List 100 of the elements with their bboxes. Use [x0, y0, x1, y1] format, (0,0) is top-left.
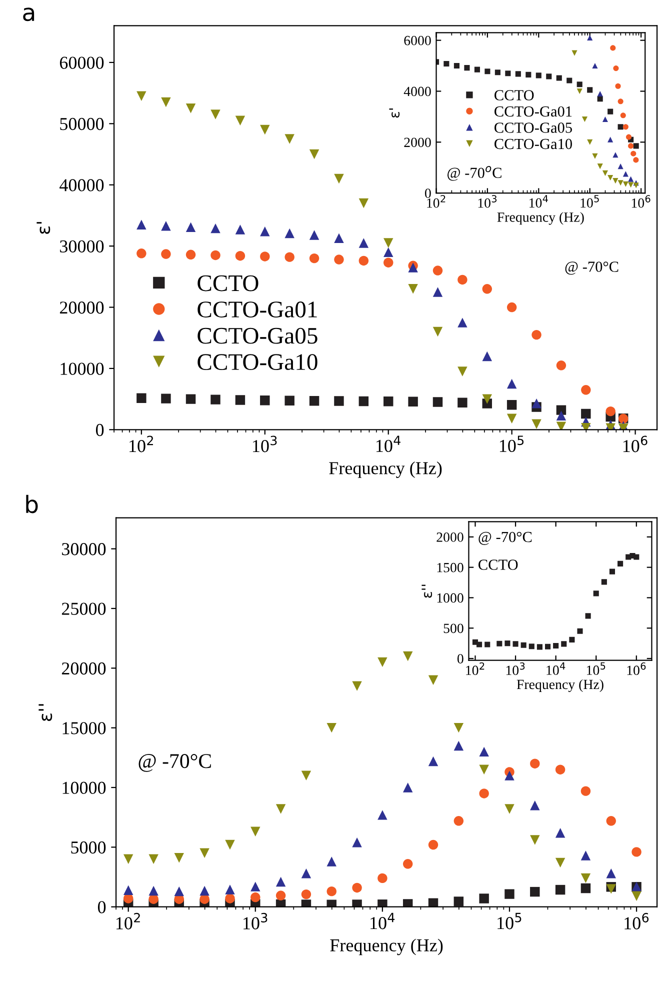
point — [601, 579, 607, 585]
x-tick-label: 10$^{5}$ — [586, 662, 606, 675]
point — [536, 644, 542, 650]
x-tick-label: 10$^{4}$ — [376, 436, 400, 452]
point — [174, 886, 184, 896]
point — [585, 613, 591, 619]
x-tick-label: 10$^{2}$ — [466, 662, 484, 676]
point — [530, 886, 540, 897]
x-tick-label: 10$^{6}$ — [627, 662, 646, 676]
point — [123, 854, 134, 864]
point — [210, 110, 220, 120]
point — [458, 318, 468, 328]
point — [309, 396, 320, 406]
point — [428, 898, 438, 907]
legend-label: CCTO — [198, 275, 258, 292]
point — [432, 397, 443, 407]
point — [556, 422, 566, 430]
point — [454, 740, 464, 751]
point — [301, 868, 312, 878]
y-tick-label: 2000 — [436, 532, 464, 542]
y-tick-label: 500 — [444, 624, 464, 634]
point — [378, 810, 388, 820]
x-tick-label: 10$^{4}$ — [370, 912, 395, 930]
legend-label: CCTO-Ga10 — [494, 138, 572, 150]
y-tick-label: 10000 — [60, 362, 104, 375]
point — [358, 256, 369, 266]
x-tick-label: 10$^{5}$ — [500, 436, 524, 452]
x-axis-title: Frequency (Hz) — [516, 679, 604, 692]
y-tick-label: 40000 — [60, 179, 104, 192]
point — [482, 351, 492, 362]
point — [580, 873, 591, 884]
point — [528, 644, 534, 650]
point — [161, 97, 171, 108]
point — [632, 847, 642, 857]
point — [556, 410, 566, 420]
point — [609, 568, 616, 574]
x-tick-label: 10$^{6}$ — [632, 195, 650, 208]
y-tick-label: 4000 — [404, 86, 431, 96]
point — [301, 770, 312, 780]
point — [506, 378, 517, 389]
y-axis-title: ε'' — [38, 704, 52, 721]
point — [161, 221, 171, 231]
annotation: @ -70°C — [478, 532, 532, 545]
y-tick-label: 5000 — [71, 841, 106, 854]
point — [186, 222, 196, 232]
point — [458, 398, 468, 408]
point — [148, 886, 158, 896]
point — [326, 886, 336, 896]
point — [577, 628, 583, 634]
point — [402, 859, 413, 869]
point — [606, 868, 616, 878]
point — [358, 238, 369, 248]
point — [148, 894, 158, 904]
point — [136, 248, 146, 258]
point — [556, 360, 566, 370]
chart-title: b — [26, 494, 38, 514]
point — [454, 816, 464, 826]
legend-label: CCTO-Ga01 — [198, 302, 317, 318]
x-tick-label: 10$^{3}$ — [244, 912, 268, 930]
point — [384, 396, 394, 406]
point — [235, 116, 246, 126]
point — [618, 560, 624, 566]
point — [479, 788, 489, 798]
y-tick-label: 30000 — [62, 543, 106, 556]
point — [504, 889, 514, 899]
y-axis-title: ε' — [389, 108, 400, 118]
point — [432, 266, 443, 276]
point — [581, 385, 591, 395]
point — [276, 890, 286, 900]
point — [555, 858, 566, 868]
point — [326, 722, 336, 733]
point — [378, 657, 388, 668]
legend-label: CCTO-Ga05 — [198, 328, 318, 344]
point — [260, 252, 270, 262]
point — [301, 889, 312, 900]
point — [309, 253, 320, 264]
y-axis-title: ε'' — [422, 584, 432, 598]
point — [482, 284, 492, 294]
point — [284, 134, 294, 144]
x-tick-label: 10$^{2}$ — [130, 436, 153, 452]
point — [432, 326, 443, 337]
point — [428, 756, 438, 766]
point — [225, 840, 235, 850]
x-tick-label: 10$^{6}$ — [624, 912, 649, 930]
point — [512, 641, 518, 647]
point — [358, 396, 369, 406]
point — [334, 254, 344, 264]
point — [556, 405, 566, 415]
point — [352, 681, 362, 691]
point — [309, 230, 320, 240]
point — [123, 894, 134, 904]
point — [532, 419, 542, 430]
legend-label: CCTO-Ga01 — [494, 106, 572, 117]
point — [384, 247, 394, 258]
point — [479, 764, 489, 774]
point — [632, 891, 642, 901]
point — [454, 896, 464, 906]
point — [136, 393, 146, 404]
x-axis-title: Frequency (Hz) — [497, 212, 584, 225]
chart-title: a — [23, 8, 34, 22]
